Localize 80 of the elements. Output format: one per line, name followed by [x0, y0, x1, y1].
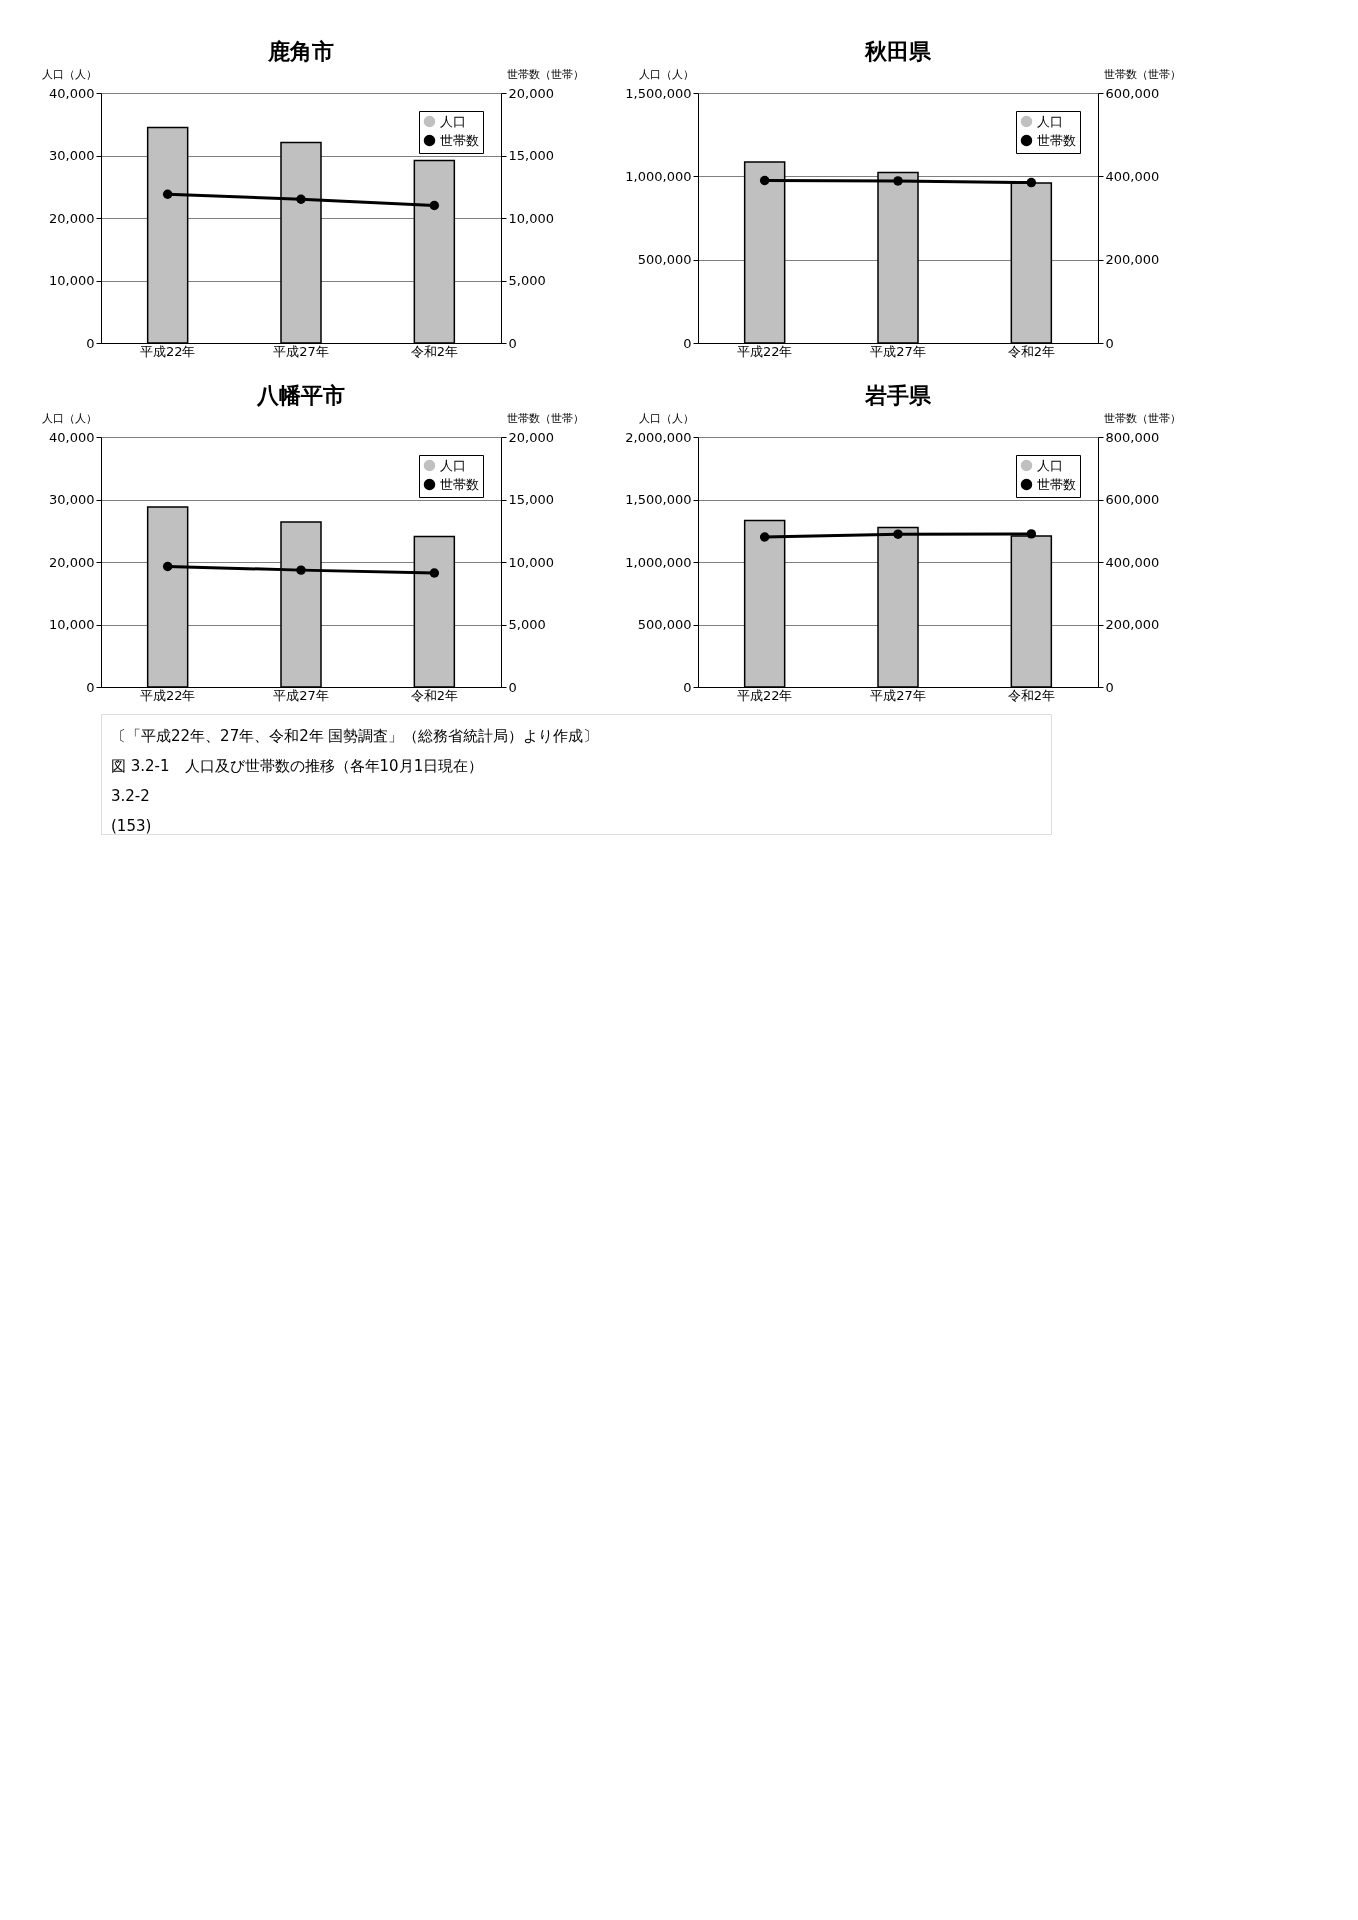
- legend-label: 世帯数: [1037, 132, 1076, 148]
- y2-tick-label: 0: [1105, 679, 1114, 695]
- legend-label: 世帯数: [440, 132, 479, 148]
- y-tick-label: 40,000: [49, 85, 95, 101]
- text: (153): [111, 817, 152, 835]
- y2-tick-label: 15,000: [508, 148, 554, 163]
- x-tick-label: 平成27年: [273, 687, 329, 703]
- y-tick-label: 40,000: [49, 429, 95, 445]
- x-tick-label: 令和2年: [410, 687, 458, 703]
- y-axis-title: 人口（人）: [638, 411, 694, 425]
- chart-title: 鹿角市: [267, 39, 334, 64]
- y-tick-label: 500,000: [637, 617, 692, 632]
- point: [429, 200, 440, 211]
- y2-tick-label: 800,000: [1105, 429, 1160, 445]
- y-tick-label: 0: [683, 335, 692, 351]
- y-axis-title: 人口（人）: [41, 67, 97, 81]
- y2-tick-label: 0: [1105, 335, 1114, 351]
- chart-title: 八幡平市: [256, 383, 345, 408]
- x-tick-label: 令和2年: [410, 343, 458, 359]
- y2-axis-title: 世帯数（世帯）: [506, 411, 584, 425]
- y2-tick-label: 600,000: [1105, 85, 1160, 101]
- x-tick-label: 令和2年: [1007, 687, 1055, 703]
- chart-title: 岩手県: [864, 383, 932, 408]
- legend-label: 人口: [1037, 113, 1063, 129]
- point: [162, 561, 173, 572]
- y2-tick-label: 600,000: [1105, 492, 1160, 507]
- legend-label: 人口: [440, 113, 466, 129]
- legend-label: 世帯数: [1037, 476, 1076, 492]
- y-tick-label: 2,000,000: [625, 429, 692, 445]
- y2-tick-label: 200,000: [1105, 617, 1160, 632]
- y2-tick-label: 200,000: [1105, 252, 1160, 268]
- y2-axis-title: 世帯数（世帯）: [1103, 411, 1181, 425]
- y2-tick-label: 15,000: [508, 492, 554, 507]
- y-tick-label: 1,500,000: [625, 492, 692, 507]
- x-tick-label: 平成22年: [139, 343, 196, 359]
- point: [162, 189, 173, 199]
- x-tick-label: 平成27年: [273, 343, 329, 359]
- y2-tick-label: 0: [508, 679, 517, 695]
- y-tick-label: 1,500,000: [625, 85, 692, 101]
- point: [429, 568, 440, 578]
- legend-label: 人口: [440, 457, 466, 473]
- x-tick-label: 平成22年: [736, 343, 793, 359]
- legend-label: 世帯数: [440, 476, 479, 492]
- y-tick-label: 10,000: [49, 273, 95, 288]
- y-axis-title: 人口（人）: [638, 67, 694, 81]
- legend-label: 人口: [1037, 457, 1063, 473]
- y2-axis-title: 世帯数（世帯）: [506, 67, 584, 81]
- y-tick-label: 0: [86, 335, 95, 351]
- y2-tick-label: 10,000: [508, 554, 554, 570]
- y2-tick-label: 5,000: [508, 617, 546, 632]
- y2-tick-label: 20,000: [508, 429, 554, 445]
- x-tick-label: 平成22年: [139, 687, 196, 703]
- text: 3.2-2: [111, 787, 150, 805]
- y-tick-label: 30,000: [49, 148, 95, 163]
- y-tick-label: 0: [683, 679, 692, 695]
- y-tick-label: 1,000,000: [625, 168, 692, 184]
- point: [296, 565, 306, 575]
- x-tick-label: 令和2年: [1007, 343, 1055, 359]
- y2-axis-title: 世帯数（世帯）: [1103, 67, 1181, 81]
- y2-tick-label: 5,000: [508, 273, 546, 288]
- y2-tick-label: 20,000: [508, 85, 554, 101]
- y2-tick-label: 10,000: [508, 210, 554, 226]
- y-axis-title: 人口（人）: [41, 411, 97, 425]
- y-tick-label: 0: [86, 679, 95, 695]
- y-tick-label: 10,000: [49, 617, 95, 632]
- text: 〔「平成22年、27年、令和2年 国勢調査」（総務省統計局）より作成〕: [111, 727, 599, 745]
- y2-tick-label: 400,000: [1105, 554, 1160, 570]
- chart-title: 秋田県: [864, 39, 932, 64]
- caption: 図 3.2-1 人口及び世帯数の推移（各年10月1日現在）: [111, 757, 484, 775]
- y2-tick-label: 0: [508, 335, 517, 351]
- x-tick-label: 平成22年: [736, 687, 793, 703]
- y-tick-label: 500,000: [637, 252, 692, 268]
- y2-tick-label: 400,000: [1105, 168, 1160, 184]
- y-tick-label: 30,000: [49, 492, 95, 507]
- point: [296, 194, 306, 204]
- x-tick-label: 平成27年: [870, 343, 926, 359]
- y-tick-label: 20,000: [49, 210, 95, 226]
- x-tick-label: 平成27年: [870, 687, 926, 703]
- y-tick-label: 20,000: [49, 554, 95, 570]
- y-tick-label: 1,000,000: [625, 554, 692, 570]
